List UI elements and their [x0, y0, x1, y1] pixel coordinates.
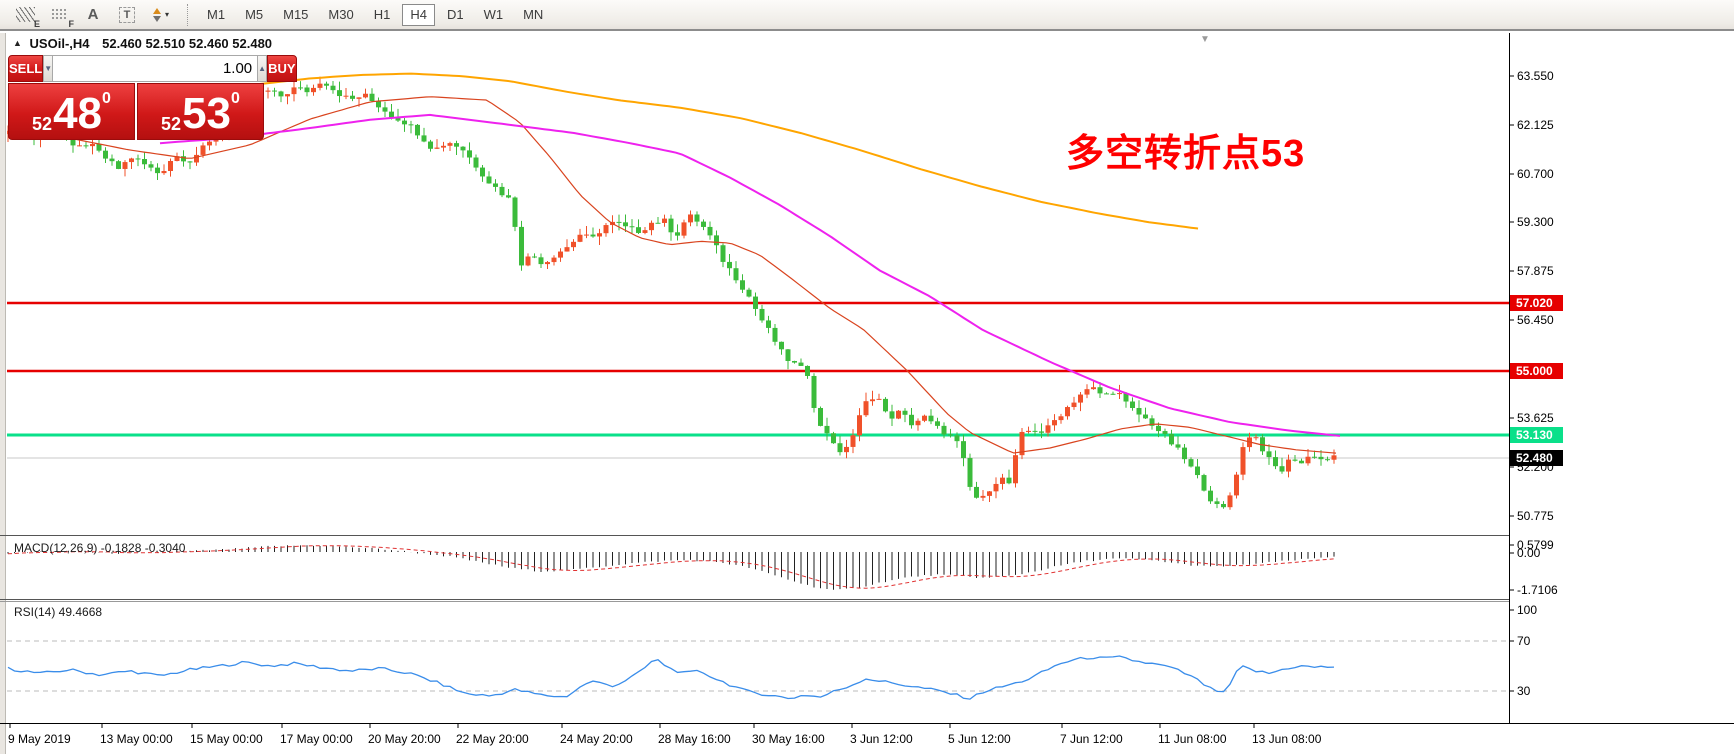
price-axis-label: 53.625 — [1517, 411, 1554, 425]
date-axis-label: 5 Jun 12:00 — [948, 732, 1011, 746]
price-axis-label: 63.550 — [1517, 69, 1554, 83]
volume-increase-button[interactable]: ▲ — [257, 55, 268, 82]
date-axis-label: 30 May 16:00 — [752, 732, 825, 746]
rsi-axis-label: 70 — [1517, 634, 1531, 648]
buy-price-sup: 0 — [231, 90, 240, 107]
toolbar: E F A T ▾ M1 M5 M15 M30 H1 H4 D1 W1 MN — [0, 0, 1734, 31]
one-click-trade-panel: SELL ▼ ▲ BUY 52 48 0 52 53 0 — [8, 55, 297, 140]
grid-settings-icon[interactable]: F — [45, 3, 75, 29]
timeframe-m30[interactable]: M30 — [328, 7, 354, 22]
rsi-line — [7, 655, 1335, 700]
macd-axis-label: 0.5799 — [1517, 538, 1554, 552]
price-axis-label: 60.700 — [1517, 167, 1554, 181]
chevron-down-icon: ▾ — [164, 10, 169, 19]
symbol-period-label: USOil-,H4 — [29, 36, 90, 51]
panel-borders — [0, 33, 1734, 728]
ma-slow-line — [254, 72, 1199, 230]
price-axis-label: 56.450 — [1517, 313, 1554, 327]
candlesticks — [7, 76, 1337, 510]
macd-signal-line — [7, 545, 1335, 589]
arrange-objects-button[interactable]: ▾ — [147, 3, 175, 27]
macd-axis-label: 0.00 — [1517, 546, 1541, 560]
sort-arrows-icon — [152, 7, 161, 22]
timeframe-m15[interactable]: M15 — [283, 7, 309, 22]
ohlc-values: 52.460 52.510 52.460 52.480 — [102, 36, 273, 51]
volume-input[interactable] — [53, 55, 258, 82]
timeframe-h1[interactable]: H1 — [373, 7, 391, 22]
date-axis-label: 24 May 20:00 — [560, 732, 633, 746]
date-axis-label: 11 Jun 08:00 — [1158, 732, 1227, 746]
ma-fast-line — [59, 96, 1337, 454]
collapse-triangle-icon: ▲ — [13, 38, 22, 48]
macd-panel[interactable] — [7, 545, 1335, 590]
letter-a-icon: A — [87, 6, 99, 23]
ma-mid-line — [159, 113, 1341, 437]
date-axis-label: 28 May 16:00 — [658, 732, 731, 746]
buy-price-big: 53 — [182, 89, 232, 138]
pattern-sub-label: E — [33, 18, 40, 29]
price-axis-label: 57.875 — [1517, 264, 1554, 278]
sell-price-int: 52 — [32, 114, 53, 134]
rsi-indicator-label: RSI(14) 49.4668 — [14, 605, 103, 619]
rsi-panel[interactable] — [7, 640, 1509, 700]
date-axis-label: 9 May 2019 — [8, 732, 71, 746]
date-axis-label: 17 May 00:00 — [280, 732, 353, 746]
price-axis-label: 50.775 — [1517, 509, 1554, 523]
price-level-badge: 52.480 — [1510, 450, 1563, 466]
buy-button[interactable]: BUY — [267, 55, 297, 82]
chart-header: ▲ USOil-,H4 52.460 52.510 52.460 52.480 — [13, 36, 272, 51]
macd-indicator-label: MACD(12,26,9) -0.1828 -0.3040 — [14, 541, 186, 555]
date-axis-label: 22 May 20:00 — [456, 732, 529, 746]
timeframe-mn[interactable]: MN — [523, 7, 544, 22]
grid-dots-icon — [50, 8, 68, 21]
chart-text-annotation[interactable]: 多空转折点53 — [1066, 133, 1306, 175]
grid-sub-label: F — [68, 18, 75, 29]
toolbar-separator — [187, 3, 188, 26]
price-axis-label: 62.125 — [1517, 118, 1554, 132]
date-axis-label: 20 May 20:00 — [368, 732, 441, 746]
price-level-badge: 53.130 — [1510, 427, 1563, 443]
main-plot[interactable] — [6, 72, 1510, 510]
price-level-badge: 57.020 — [1510, 295, 1563, 311]
sell-price-sup: 0 — [102, 90, 111, 107]
macd-axis-label: -1.7106 — [1517, 583, 1558, 597]
window-left-edge — [0, 33, 6, 754]
sell-price-display[interactable]: 52 48 0 — [8, 83, 135, 140]
letter-t-icon: T — [118, 6, 136, 23]
date-axis-label: 15 May 00:00 — [190, 732, 263, 746]
timeframe-h4[interactable]: H4 — [402, 3, 435, 26]
price-level-badge: 55.000 — [1510, 363, 1563, 379]
date-axis-label: 3 Jun 12:00 — [850, 732, 913, 746]
price-axis-label: 59.300 — [1517, 215, 1554, 229]
text-box-icon[interactable]: T — [113, 3, 141, 27]
timeframe-m5[interactable]: M5 — [245, 7, 264, 22]
rsi-axis-label: 100 — [1517, 603, 1538, 617]
timeframe-w1[interactable]: W1 — [483, 7, 504, 22]
rsi-axis-label: 30 — [1517, 684, 1531, 698]
timeframe-m1[interactable]: M1 — [207, 7, 226, 22]
chart-shift-marker-icon[interactable]: ▼ — [1200, 34, 1210, 45]
sell-price-big: 48 — [53, 89, 103, 138]
buy-price-int: 52 — [161, 114, 182, 134]
volume-decrease-button[interactable]: ▼ — [43, 55, 54, 82]
text-label-icon[interactable]: A — [79, 3, 107, 27]
date-axis-label: 13 May 00:00 — [100, 732, 173, 746]
buy-price-display[interactable]: 52 53 0 — [137, 83, 264, 140]
date-axis-label: 7 Jun 12:00 — [1060, 732, 1123, 746]
pattern-hatch-icon — [15, 7, 35, 22]
sell-button[interactable]: SELL — [8, 55, 44, 82]
timeframe-d1[interactable]: D1 — [446, 7, 464, 22]
date-axis-label: 13 Jun 08:00 — [1252, 732, 1322, 746]
draw-pattern-icon[interactable]: E — [11, 3, 40, 29]
